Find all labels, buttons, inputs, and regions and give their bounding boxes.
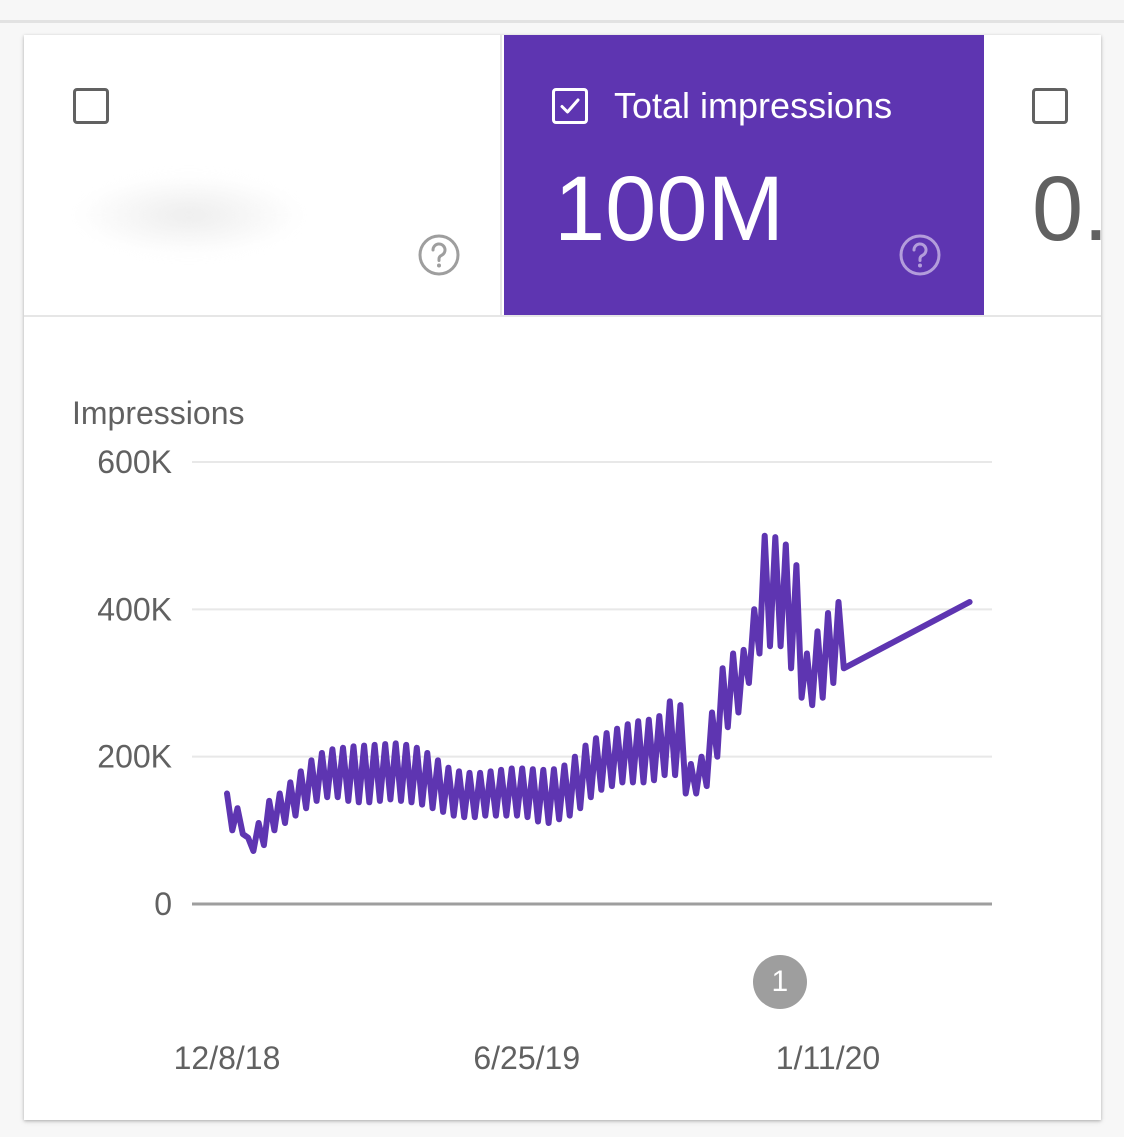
ctr-value: 0. [1032,158,1101,260]
impressions-label: Total impressions [614,85,893,126]
clicks-value-redacted [74,175,304,255]
annotation-marker[interactable]: 1 [752,955,807,1009]
x-tick-label: 6/25/19 [473,1040,580,1076]
impressions-series-line [224,532,973,854]
x-tick-label: 1/11/20 [776,1040,880,1076]
impressions-checkbox[interactable] [552,88,588,124]
help-circle-icon[interactable] [898,233,942,277]
y-tick-label: 600K [97,444,172,480]
y-axis-title: Impressions [72,395,245,431]
y-tick-label: 200K [97,739,172,775]
chart-svg: Impressions 0 200K 400K 600K 12/8/18 6/25/19 1/… [72,395,992,1076]
ctr-checkbox[interactable] [1032,88,1068,124]
check-icon [560,98,580,114]
x-tick-label: 12/8/18 [174,1040,281,1076]
help-circle-icon[interactable] [417,233,461,277]
y-tick-label: 0 [154,886,172,922]
performance-card: Total impressions 100M 0. Impressions 0 20… [24,35,1101,1120]
page-top-divider [0,20,1124,23]
metric-tile-clicks[interactable] [24,35,502,315]
impressions-chart: Impressions 0 200K 400K 600K 12/8/18 6/25/19 1/… [24,317,1101,1120]
metric-tile-impressions[interactable]: Total impressions 100M [504,35,984,315]
metric-tile-ctr[interactable]: 0. [984,35,1101,315]
metric-tiles: Total impressions 100M 0. [24,35,1101,317]
impressions-value: 100M [554,158,785,260]
y-tick-label: 400K [97,591,172,627]
clicks-checkbox[interactable] [73,88,109,124]
